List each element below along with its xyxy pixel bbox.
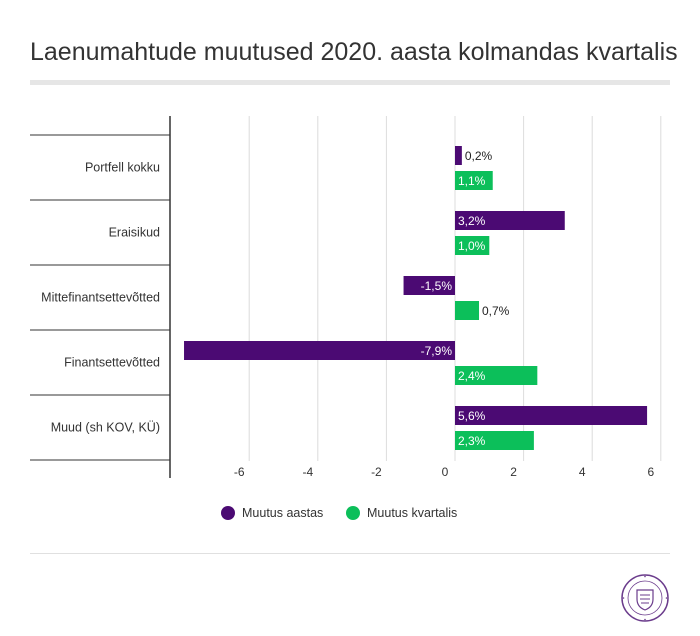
bar-quarter — [455, 366, 538, 385]
category-label: Eraisikud — [109, 226, 160, 240]
bar-year — [455, 406, 648, 425]
x-tick-label: -4 — [302, 465, 313, 479]
bar-year — [403, 276, 455, 295]
category-label: Finantsettevõtted — [64, 356, 160, 370]
seal-logo — [621, 574, 669, 622]
bar-year — [455, 146, 462, 165]
bar-quarter — [455, 301, 480, 320]
bar-quarter — [455, 431, 534, 450]
data-label: 5,6% — [458, 409, 486, 423]
category-label: Portfell kokku — [85, 161, 160, 175]
bar-chart: -6 -4 -2 0 2 4 6 Portfell kokku 0,2% 1,1% Eraisiku… — [30, 116, 662, 520]
data-label: 3,2% — [458, 214, 486, 228]
title-divider — [30, 80, 670, 85]
bar-year — [455, 211, 565, 230]
x-tick-label: 4 — [579, 465, 586, 479]
data-label: 0,7% — [482, 304, 510, 318]
legend-marker — [346, 506, 360, 520]
data-label: 1,0% — [458, 239, 486, 253]
data-label: -7,9% — [421, 344, 453, 358]
x-tick-label: 6 — [647, 465, 654, 479]
x-tick-label: 2 — [510, 465, 517, 479]
category-label: Muud (sh KOV, KÜ) — [51, 421, 160, 435]
footer-divider — [30, 553, 670, 554]
legend-marker — [221, 506, 235, 520]
bar-quarter — [455, 236, 490, 255]
x-tick-label: 0 — [442, 465, 449, 479]
data-label: 2,3% — [458, 434, 486, 448]
x-tick-label: -6 — [234, 465, 245, 479]
category-label: Mittefinantsettevõtted — [41, 291, 160, 305]
chart-title: Laenumahtude muutused 2020. aasta kolman… — [30, 38, 678, 66]
x-tick-label: -2 — [371, 465, 382, 479]
bar-quarter — [455, 171, 493, 190]
legend-label: Muutus kvartalis — [367, 506, 457, 520]
data-label: 0,2% — [465, 149, 493, 163]
data-label: -1,5% — [421, 279, 453, 293]
data-label: 1,1% — [458, 174, 486, 188]
legend-label: Muutus aastas — [242, 506, 323, 520]
data-label: 2,4% — [458, 369, 486, 383]
bar-year — [184, 341, 455, 360]
